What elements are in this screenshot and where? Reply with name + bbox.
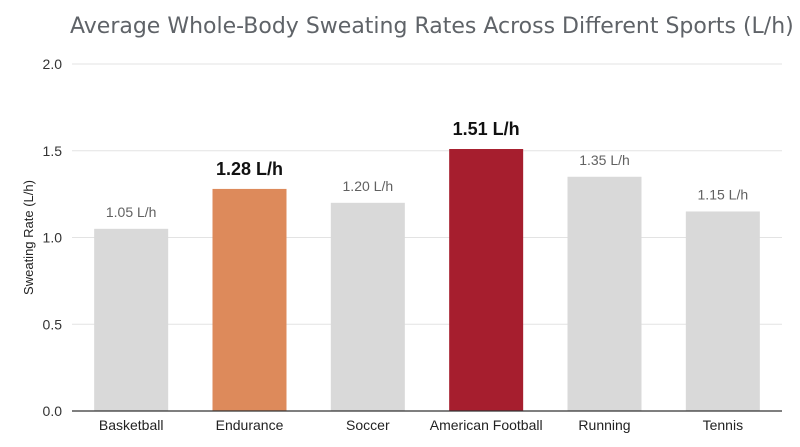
bar-soccer: [330, 202, 405, 411]
bar-endurance: [212, 188, 287, 411]
data-label: 1.51 L/h: [453, 119, 520, 139]
data-label: 1.05 L/h: [106, 204, 157, 220]
y-tick-label: 1.5: [43, 143, 63, 159]
x-tick-label: Running: [578, 417, 630, 433]
x-tick-label: Tennis: [703, 417, 743, 433]
bar-running: [567, 176, 642, 411]
x-tick-label: Soccer: [346, 417, 390, 433]
bar-american-football: [449, 149, 524, 411]
y-tick-label: 2.0: [43, 56, 63, 72]
data-label: 1.35 L/h: [579, 152, 630, 168]
x-tick-label: Endurance: [216, 417, 284, 433]
bar-basketball: [94, 228, 169, 411]
bar-tennis: [685, 211, 760, 411]
y-tick-label: 0.0: [43, 403, 63, 419]
chart-title: Average Whole-Body Sweating Rates Across…: [70, 14, 794, 39]
y-axis-label: Sweating Rate (L/h): [21, 180, 36, 295]
x-tick-label: American Football: [430, 417, 543, 433]
data-label: 1.20 L/h: [343, 178, 394, 194]
y-tick-label: 1.0: [43, 230, 63, 246]
y-tick-label: 0.5: [43, 316, 63, 332]
x-tick-label: Basketball: [99, 417, 164, 433]
data-label: 1.28 L/h: [216, 159, 283, 179]
data-label: 1.15 L/h: [698, 186, 749, 202]
